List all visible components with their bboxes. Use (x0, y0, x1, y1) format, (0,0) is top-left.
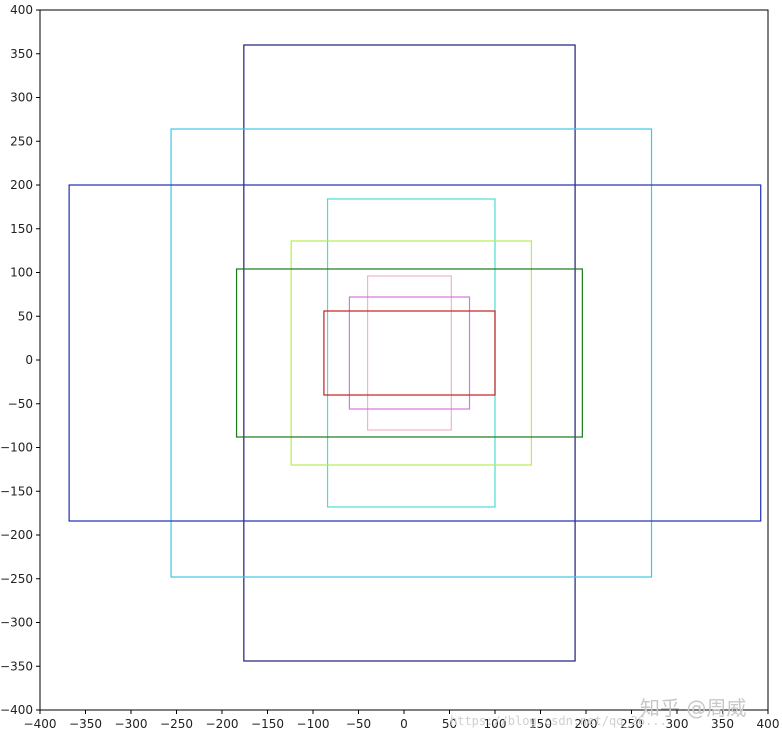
y-tick-label: 300 (10, 91, 33, 105)
x-tick-label: 200 (575, 717, 598, 731)
rectangle-pink (367, 275, 452, 431)
y-tick-label: −150 (0, 484, 33, 498)
x-tick-label: 350 (711, 717, 734, 731)
y-tick-label: −200 (0, 528, 33, 542)
rectangle-yellowgreen (290, 240, 533, 466)
x-tick-label: −400 (24, 717, 57, 731)
x-axis: −400 −350 −300 −250 −200 −150 −100 −50 0 50 100 150… (24, 710, 780, 731)
rectangle-blue (68, 184, 762, 522)
x-tick-label: 50 (442, 717, 457, 731)
x-tick-label: −250 (160, 717, 193, 731)
x-tick-label: −150 (251, 717, 284, 731)
y-tick-label: 350 (10, 47, 33, 61)
url-watermark: https://blog.csdn.net/qq_26... (450, 714, 667, 728)
x-tick-label: −50 (346, 717, 371, 731)
x-tick-label: −300 (115, 717, 148, 731)
x-tick-label: 250 (620, 717, 643, 731)
y-tick-label: −300 (0, 616, 33, 630)
x-tick-label: −100 (297, 717, 330, 731)
y-tick-label: −400 (0, 703, 33, 717)
x-tick-label: −350 (69, 717, 102, 731)
rectangle-red (323, 310, 496, 396)
x-tick-label: 0 (400, 717, 408, 731)
y-tick-label: 400 (10, 3, 33, 17)
y-tick-label: 150 (10, 222, 33, 236)
x-tick-label: −200 (206, 717, 239, 731)
x-tick-label: 400 (757, 717, 780, 731)
zhihu-watermark: 知乎 @周威 (640, 696, 746, 720)
x-tick-label: 150 (529, 717, 552, 731)
y-tick-label: 0 (25, 353, 33, 367)
y-tick-label: 200 (10, 178, 33, 192)
y-tick-label: −100 (0, 441, 33, 455)
rectangle-violet (348, 296, 471, 410)
x-tick-label: 300 (666, 717, 689, 731)
y-tick-label: 100 (10, 266, 33, 280)
rectangle-layer (68, 44, 762, 662)
y-tick-label: −250 (0, 572, 33, 586)
y-tick-label: 250 (10, 134, 33, 148)
y-tick-label: −50 (8, 397, 33, 411)
rectangle-navy (243, 44, 576, 662)
y-axis: 400 350 300 250 200 150 100 50 0 −50 −100 −150 −200 −… (0, 3, 40, 717)
rectangle-cyan (170, 128, 653, 578)
y-tick-label: 50 (18, 309, 33, 323)
y-tick-label: −350 (0, 659, 33, 673)
rectangle-green (235, 268, 583, 438)
x-tick-label: 100 (484, 717, 507, 731)
